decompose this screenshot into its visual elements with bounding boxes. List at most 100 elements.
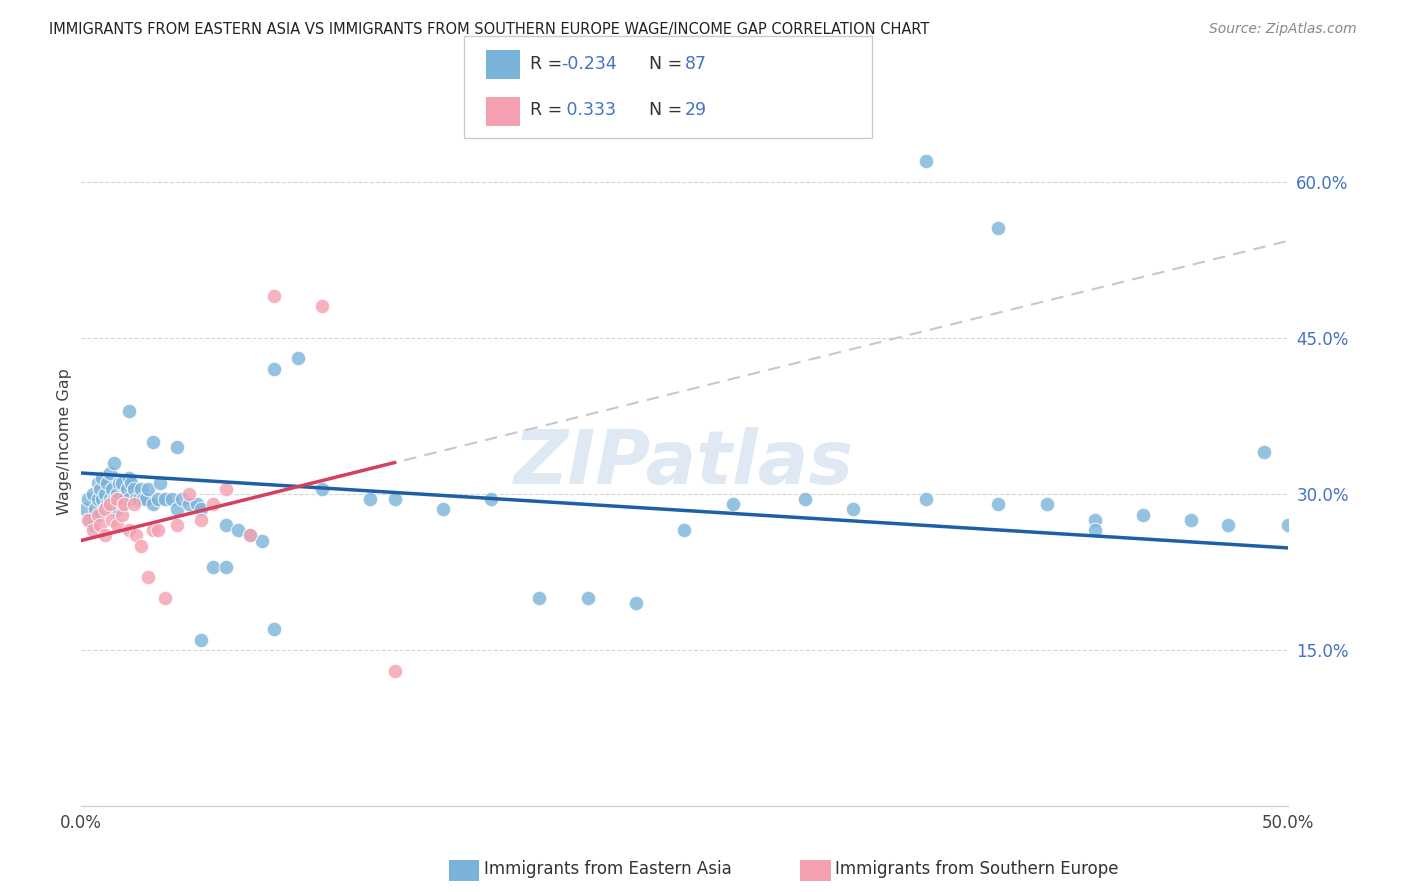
- Point: [170, 491, 193, 506]
- Point: [82, 523, 104, 537]
- Point: [96, 476, 118, 491]
- Point: [311, 300, 333, 314]
- Point: [146, 523, 169, 537]
- Point: [122, 482, 145, 496]
- Point: [129, 539, 152, 553]
- Point: [987, 221, 1010, 235]
- Point: [118, 523, 141, 537]
- Point: [118, 403, 141, 417]
- Point: [105, 487, 128, 501]
- Point: [1180, 513, 1202, 527]
- Point: [94, 528, 117, 542]
- Point: [89, 508, 111, 522]
- Text: -0.234: -0.234: [561, 54, 617, 72]
- Point: [624, 596, 647, 610]
- Point: [122, 497, 145, 511]
- Point: [153, 591, 176, 605]
- Point: [98, 497, 121, 511]
- Point: [112, 497, 135, 511]
- Point: [96, 497, 118, 511]
- Point: [1132, 508, 1154, 522]
- Text: N =: N =: [638, 102, 688, 120]
- Point: [105, 518, 128, 533]
- Point: [179, 487, 201, 501]
- Point: [384, 491, 406, 506]
- Point: [112, 491, 135, 506]
- Point: [120, 476, 142, 491]
- Point: [115, 482, 138, 496]
- Point: [1035, 497, 1057, 511]
- Point: [77, 513, 100, 527]
- Point: [98, 466, 121, 480]
- Text: ZIPatlas: ZIPatlas: [515, 427, 855, 500]
- Point: [214, 518, 236, 533]
- Point: [86, 491, 108, 506]
- Point: [128, 491, 150, 506]
- Point: [82, 487, 104, 501]
- Point: [136, 570, 159, 584]
- Point: [263, 622, 285, 636]
- Point: [101, 502, 124, 516]
- Point: [86, 508, 108, 522]
- Point: [146, 491, 169, 506]
- Point: [987, 497, 1010, 511]
- Point: [162, 491, 184, 506]
- Point: [576, 591, 599, 605]
- Point: [103, 456, 125, 470]
- Point: [86, 476, 108, 491]
- Point: [250, 533, 273, 548]
- Text: IMMIGRANTS FROM EASTERN ASIA VS IMMIGRANTS FROM SOUTHERN EUROPE WAGE/INCOME GAP : IMMIGRANTS FROM EASTERN ASIA VS IMMIGRAN…: [49, 22, 929, 37]
- Point: [149, 476, 172, 491]
- Point: [94, 487, 117, 501]
- Point: [75, 502, 97, 516]
- Point: [239, 528, 262, 542]
- Point: [1084, 513, 1107, 527]
- Point: [202, 497, 225, 511]
- Text: Immigrants from Eastern Asia: Immigrants from Eastern Asia: [484, 860, 731, 878]
- Point: [118, 471, 141, 485]
- Point: [111, 497, 134, 511]
- Point: [1084, 523, 1107, 537]
- Point: [432, 502, 454, 516]
- Point: [166, 502, 188, 516]
- Point: [179, 497, 201, 511]
- Point: [108, 476, 131, 491]
- Point: [77, 491, 100, 506]
- Point: [84, 502, 107, 516]
- Point: [190, 632, 212, 647]
- Point: [479, 491, 502, 506]
- Point: [166, 518, 188, 533]
- Point: [239, 528, 262, 542]
- Point: [914, 491, 936, 506]
- Point: [202, 559, 225, 574]
- Point: [94, 502, 117, 516]
- Text: N =: N =: [638, 54, 688, 72]
- Point: [142, 434, 165, 449]
- Point: [721, 497, 744, 511]
- Point: [1253, 445, 1275, 459]
- Point: [1216, 518, 1239, 533]
- Point: [794, 491, 817, 506]
- Text: 29: 29: [685, 102, 707, 120]
- Text: R =: R =: [530, 54, 568, 72]
- Point: [118, 491, 141, 506]
- Point: [359, 491, 381, 506]
- Point: [136, 482, 159, 496]
- Point: [142, 497, 165, 511]
- Point: [214, 559, 236, 574]
- Point: [287, 351, 309, 366]
- Point: [529, 591, 551, 605]
- Point: [263, 362, 285, 376]
- Point: [842, 502, 865, 516]
- Point: [190, 502, 212, 516]
- Point: [101, 513, 124, 527]
- Point: [89, 482, 111, 496]
- Text: Source: ZipAtlas.com: Source: ZipAtlas.com: [1209, 22, 1357, 37]
- Point: [91, 471, 114, 485]
- Point: [263, 289, 285, 303]
- Point: [226, 523, 249, 537]
- Y-axis label: Wage/Income Gap: Wage/Income Gap: [58, 368, 72, 516]
- Point: [105, 491, 128, 506]
- Point: [132, 491, 155, 506]
- Point: [111, 476, 134, 491]
